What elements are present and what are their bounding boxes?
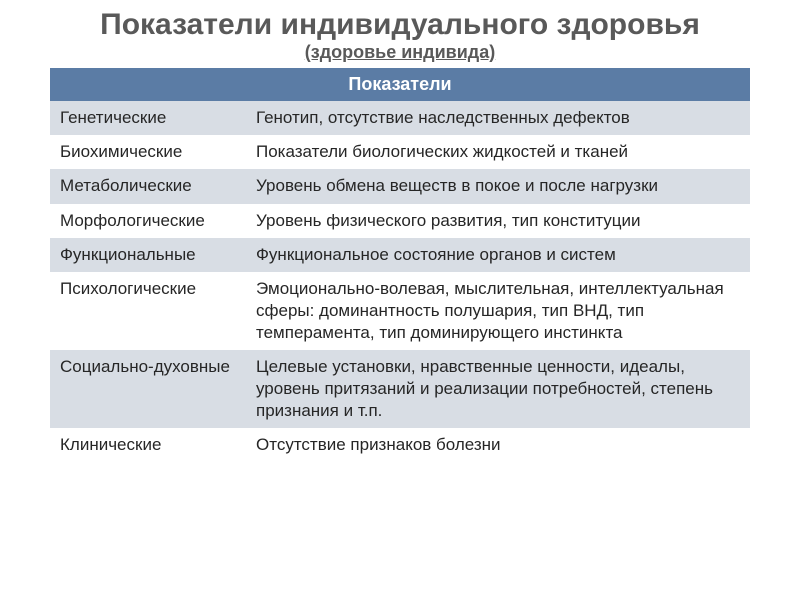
indicator-name: Метаболические bbox=[50, 169, 246, 203]
table-header-row: Показатели bbox=[50, 68, 750, 101]
indicator-desc: Отсутствие признаков болезни bbox=[246, 428, 750, 462]
table-row: БиохимическиеПоказатели биологических жи… bbox=[50, 135, 750, 169]
indicator-desc: Уровень обмена веществ в покое и после н… bbox=[246, 169, 750, 203]
indicator-desc: Целевые установки, нравственные ценности… bbox=[246, 350, 750, 428]
indicator-desc: Показатели биологических жидкостей и тка… bbox=[246, 135, 750, 169]
indicator-desc: Функциональное состояние органов и систе… bbox=[246, 238, 750, 272]
indicator-name: Клинические bbox=[50, 428, 246, 462]
indicator-name: Социально-духовные bbox=[50, 350, 246, 428]
table-row: МетаболическиеУровень обмена веществ в п… bbox=[50, 169, 750, 203]
table-row: Социально-духовныеЦелевые установки, нра… bbox=[50, 350, 750, 428]
indicator-desc: Уровень физического развития, тип консти… bbox=[246, 204, 750, 238]
indicator-name: Биохимические bbox=[50, 135, 246, 169]
indicator-name: Генетические bbox=[50, 101, 246, 135]
indicator-name: Морфологические bbox=[50, 204, 246, 238]
table-row: КлиническиеОтсутствие признаков болезни bbox=[50, 428, 750, 462]
indicator-name: Психологические bbox=[50, 272, 246, 350]
table-row: ФункциональныеФункциональное состояние о… bbox=[50, 238, 750, 272]
indicator-name: Функциональные bbox=[50, 238, 246, 272]
table-row: ГенетическиеГенотип, отсутствие наследст… bbox=[50, 101, 750, 135]
indicator-desc: Эмоционально-волевая, мыслительная, инте… bbox=[246, 272, 750, 350]
table-row: ПсихологическиеЭмоционально-волевая, мыс… bbox=[50, 272, 750, 350]
page-subtitle: (здоровье индивида) bbox=[50, 43, 750, 63]
slide: Показатели индивидуального здоровья (здо… bbox=[0, 0, 800, 600]
title-block: Показатели индивидуального здоровья (здо… bbox=[50, 8, 750, 62]
page-title: Показатели индивидуального здоровья bbox=[50, 8, 750, 43]
table-body: ГенетическиеГенотип, отсутствие наследст… bbox=[50, 101, 750, 462]
table-row: МорфологическиеУровень физического разви… bbox=[50, 204, 750, 238]
table-header-cell: Показатели bbox=[50, 68, 750, 101]
indicators-table: Показатели ГенетическиеГенотип, отсутств… bbox=[50, 68, 750, 462]
indicator-desc: Генотип, отсутствие наследственных дефек… bbox=[246, 101, 750, 135]
